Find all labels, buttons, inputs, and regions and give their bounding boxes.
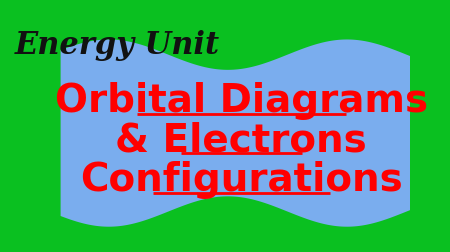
Text: Orbital Diagrams: Orbital Diagrams — [55, 82, 428, 120]
Text: Configurations: Configurations — [80, 160, 403, 198]
Polygon shape — [61, 40, 418, 227]
Text: Energy Unit: Energy Unit — [14, 30, 219, 61]
Text: & Electrons: & Electrons — [115, 121, 367, 159]
